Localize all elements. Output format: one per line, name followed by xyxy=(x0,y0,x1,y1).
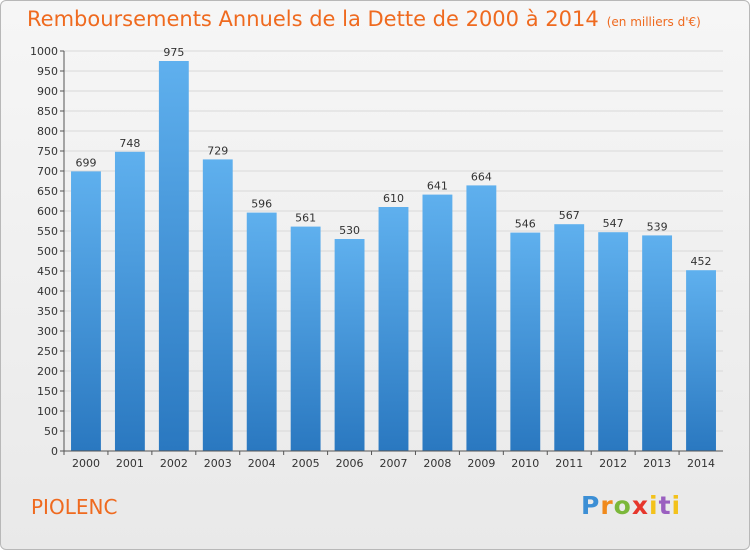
label-layer: 699 748 975 729 596 561 530 610 641 664 546 567 547 5… xyxy=(75,46,711,268)
value-label-2010: 546 xyxy=(515,218,536,231)
y-tick-label: 650 xyxy=(37,185,58,198)
y-tick-label: 850 xyxy=(37,105,58,118)
x-tick-label-2003: 2003 xyxy=(204,457,232,470)
x-tick-label-2008: 2008 xyxy=(423,457,451,470)
x-tick-label-2013: 2013 xyxy=(643,457,671,470)
x-tick-label-2000: 2000 xyxy=(72,457,100,470)
x-tick-label-2011: 2011 xyxy=(555,457,583,470)
y-tick-label: 350 xyxy=(37,305,58,318)
bar-2013 xyxy=(642,235,673,451)
x-tick-label-2014: 2014 xyxy=(687,457,715,470)
value-label-2011: 567 xyxy=(559,209,580,222)
chart-title-text: Remboursements Annuels de la Dette de 20… xyxy=(27,7,599,31)
y-tick-label: 300 xyxy=(37,325,58,338)
bar-2009 xyxy=(466,185,497,451)
value-label-2004: 596 xyxy=(251,198,272,211)
y-tick-label: 200 xyxy=(37,365,58,378)
bar-2014 xyxy=(686,270,716,451)
value-label-2008: 641 xyxy=(427,180,448,193)
value-label-2013: 539 xyxy=(647,220,668,233)
y-tick-label: 800 xyxy=(37,125,58,138)
y-tick-label: 0 xyxy=(51,445,58,458)
bar-2011 xyxy=(554,224,585,451)
chart-subtitle: (en milliers d'€) xyxy=(606,15,701,29)
x-tick-label-2005: 2005 xyxy=(292,457,320,470)
x-tick-label-2007: 2007 xyxy=(380,457,408,470)
y-tick-label: 50 xyxy=(44,425,58,438)
bar-2008 xyxy=(422,194,453,451)
y-tick-label: 900 xyxy=(37,85,58,98)
value-label-2014: 452 xyxy=(691,255,712,268)
bar-layer xyxy=(71,61,716,452)
value-label-2012: 547 xyxy=(603,217,624,230)
bar-2012 xyxy=(598,232,629,451)
y-tick-label: 450 xyxy=(37,265,58,278)
bar-2003 xyxy=(202,159,233,451)
bar-2005 xyxy=(290,226,321,451)
y-tick-label: 1000 xyxy=(30,45,58,58)
bar-2010 xyxy=(510,232,541,451)
value-label-2007: 610 xyxy=(383,192,404,205)
y-tick-label: 700 xyxy=(37,165,58,178)
x-tick-label-2006: 2006 xyxy=(336,457,364,470)
value-label-2006: 530 xyxy=(339,224,360,237)
value-label-2002: 975 xyxy=(163,46,184,59)
y-tick-label: 550 xyxy=(37,225,58,238)
bar-2007 xyxy=(378,207,409,451)
bar-2000 xyxy=(71,171,101,451)
value-label-2003: 729 xyxy=(207,144,228,157)
place-name: PIOLENC xyxy=(31,495,118,519)
value-label-2009: 664 xyxy=(471,170,492,183)
axis-layer: 0 50 100 150 200 250 300 350 400 450 500 550 600 650 7… xyxy=(30,45,723,470)
bar-2004 xyxy=(246,212,277,451)
bar-2001 xyxy=(114,151,145,452)
bar-2002 xyxy=(158,61,189,451)
y-tick-label: 150 xyxy=(37,385,58,398)
x-tick-label-2002: 2002 xyxy=(160,457,188,470)
x-tick-label-2010: 2010 xyxy=(511,457,539,470)
x-tick-label-2004: 2004 xyxy=(248,457,276,470)
bar-2006 xyxy=(334,239,365,451)
bar-chart: 699 748 975 729 596 561 530 610 641 664 546 567 547 5… xyxy=(30,45,723,470)
value-label-2001: 748 xyxy=(119,137,140,150)
value-label-2000: 699 xyxy=(75,156,96,169)
chart-title: Remboursements Annuels de la Dette de 20… xyxy=(27,7,701,31)
y-tick-label: 500 xyxy=(37,245,58,258)
x-tick-label-2001: 2001 xyxy=(116,457,144,470)
x-tick-label-2012: 2012 xyxy=(599,457,627,470)
x-tick-label-2009: 2009 xyxy=(467,457,495,470)
y-tick-label: 400 xyxy=(37,285,58,298)
value-label-2005: 561 xyxy=(295,212,316,225)
y-tick-label: 250 xyxy=(37,345,58,358)
y-tick-label: 950 xyxy=(37,65,58,78)
y-tick-label: 100 xyxy=(37,405,58,418)
y-tick-label: 750 xyxy=(37,145,58,158)
y-tick-label: 600 xyxy=(37,205,58,218)
proxiti-logo: Proxiti xyxy=(581,491,682,520)
